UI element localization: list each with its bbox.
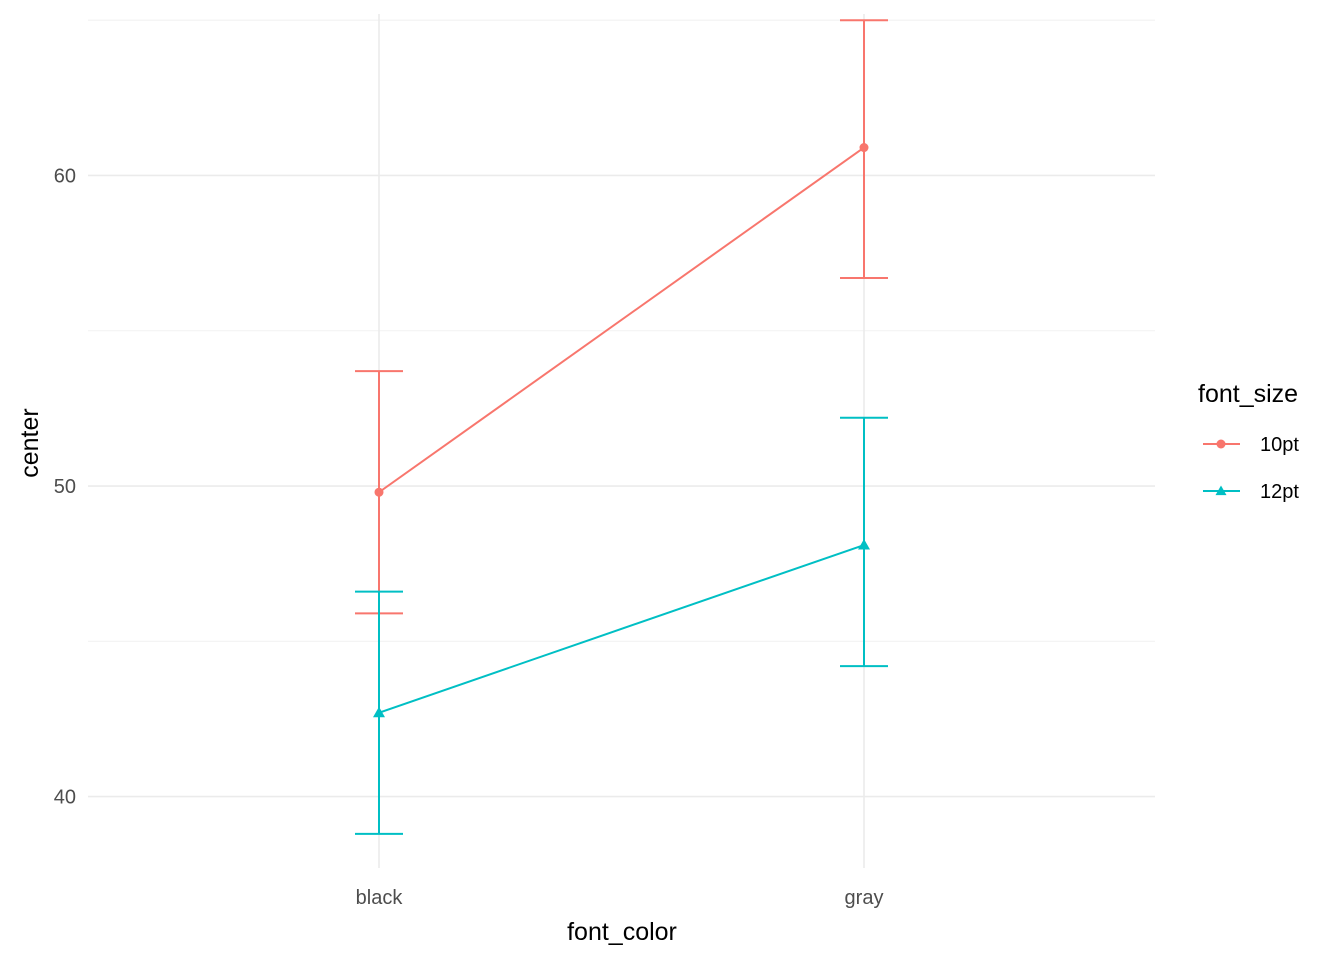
series-layer (355, 19, 888, 835)
y-tick-label: 40 (54, 787, 76, 809)
legend-label: 10pt (1260, 434, 1299, 456)
series-12pt (355, 416, 888, 835)
circle-marker (859, 143, 869, 153)
series-line (378, 146, 865, 494)
x-tick-label: black (356, 887, 404, 909)
triangle-marker (1215, 485, 1227, 496)
y-tick-label: 60 (54, 165, 76, 187)
x-axis-title: font_color (567, 918, 677, 946)
legend-item: 12pt (1203, 481, 1299, 503)
circle-marker (374, 487, 384, 497)
legend-label: 12pt (1260, 481, 1299, 503)
legend: font_size 10pt 12pt (1198, 380, 1299, 503)
series-10pt (355, 19, 888, 615)
major-gridlines (88, 14, 1155, 868)
legend-item: 10pt (1203, 434, 1299, 456)
y-axis-tick-labels: 40 50 60 (54, 165, 76, 808)
minor-gridlines (88, 19, 1155, 642)
y-axis-title: center (16, 408, 44, 477)
x-axis-tick-labels: black gray (356, 887, 884, 909)
triangle-marker (373, 706, 385, 718)
y-tick-label: 50 (54, 476, 76, 498)
x-tick-label: gray (845, 887, 884, 909)
triangle-marker (858, 539, 870, 550)
circle-marker (1216, 439, 1226, 449)
series-line (378, 544, 865, 714)
legend-title: font_size (1198, 380, 1298, 408)
